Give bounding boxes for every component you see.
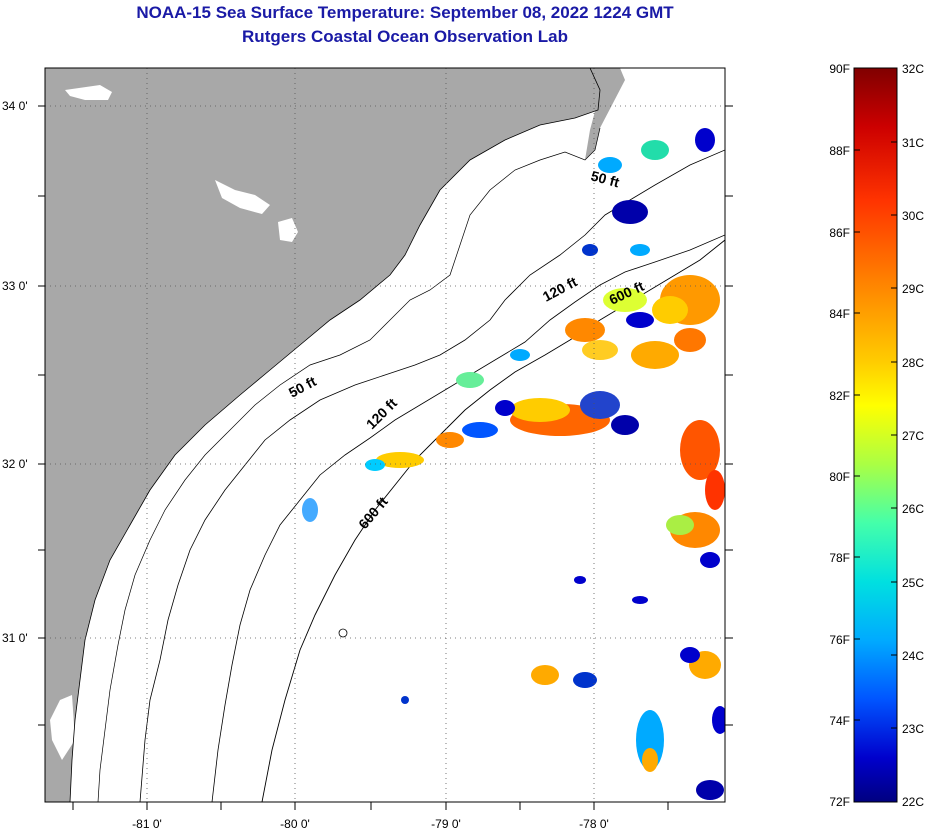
colorbar-label-c: 30C: [902, 209, 924, 223]
colorbar-label-f: 72F: [829, 795, 850, 809]
colorbar-label-f: 86F: [829, 226, 850, 240]
colorbar-label-f: 78F: [829, 551, 850, 565]
map-border: [44, 67, 726, 803]
contour-label-50ft-north: 50 ft: [589, 167, 621, 190]
colorbar-label-c: 32C: [902, 62, 924, 76]
colorbar-label-c: 27C: [902, 429, 924, 443]
colorbar-label-c: 24C: [902, 649, 924, 663]
graticule: [45, 68, 725, 802]
colorbar-label-c: 28C: [902, 356, 924, 370]
colorbar-label-f: 82F: [829, 389, 850, 403]
lat-label-34: 34 0': [2, 99, 28, 113]
colorbar-label-f: 88F: [829, 144, 850, 158]
colorbar-label-f: 74F: [829, 714, 850, 728]
colorbar-label-c: 23C: [902, 722, 924, 736]
lon-label-80: -80 0': [280, 817, 310, 831]
colorbar: [853, 67, 898, 803]
lat-label-32: 32 0': [2, 457, 28, 471]
colorbar-label-f: 90F: [829, 62, 850, 76]
map-subtitle: Rutgers Coastal Ocean Observation Lab: [242, 27, 568, 46]
colorbar-label-c: 22C: [902, 795, 924, 809]
colorbar-label-f: 84F: [829, 307, 850, 321]
colorbar-label-f: 76F: [829, 633, 850, 647]
colorbar-label-c: 29C: [902, 282, 924, 296]
map-title: NOAA-15 Sea Surface Temperature: Septemb…: [136, 3, 674, 22]
colorbar-label-c: 31C: [902, 136, 924, 150]
colorbar-label-c: 25C: [902, 576, 924, 590]
lat-label-31: 31 0': [2, 631, 28, 645]
lon-label-79: -79 0': [431, 817, 461, 831]
land-area: [45, 68, 600, 802]
lat-label-33: 33 0': [2, 279, 28, 293]
sst-data-patches: [302, 128, 725, 800]
lon-label-78: -78 0': [579, 817, 609, 831]
lon-label-81: -81 0': [132, 817, 162, 831]
colorbar-label-f: 80F: [829, 470, 850, 484]
colorbar-label-c: 26C: [902, 502, 924, 516]
